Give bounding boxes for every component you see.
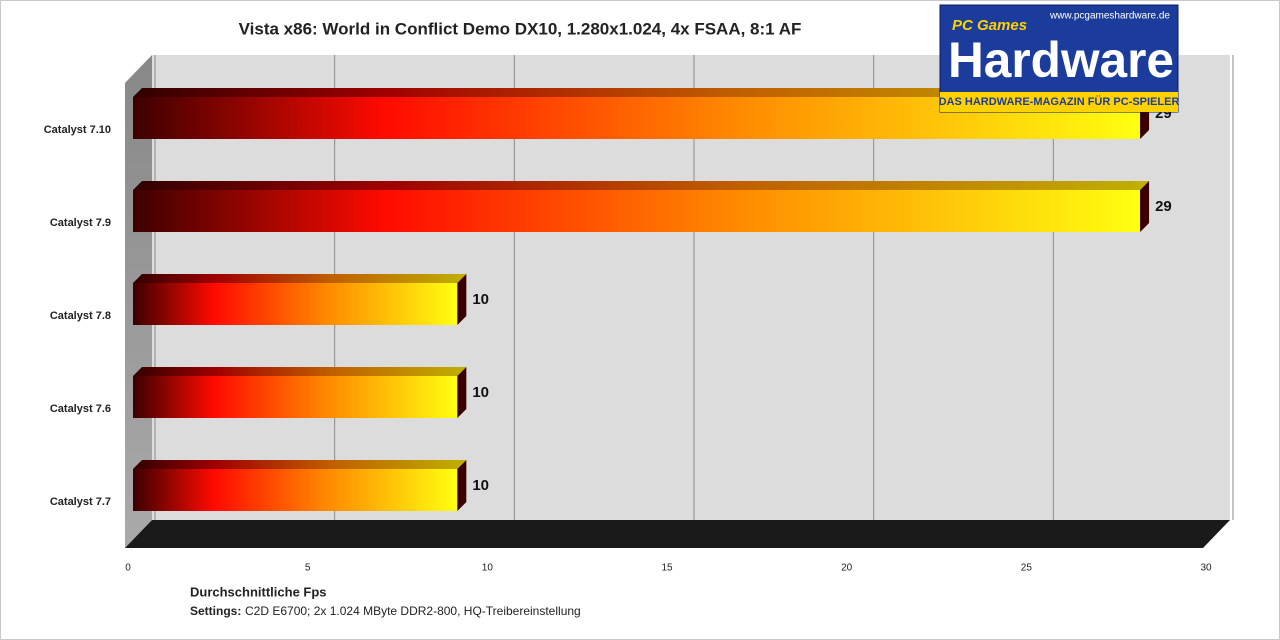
x-tick-label: 30 [1200,563,1212,574]
bar-end [1140,181,1150,232]
y-tick-label: Catalyst 7.6 [50,403,111,415]
y-tick-label: Catalyst 7.7 [50,496,111,508]
bar-end [457,460,467,511]
logo: www.pcgameshardware.de PC Games Hardware… [939,4,1180,113]
note-text: C2D E6700; 2x 1.024 MByte DDR2-800, HQ-T… [245,604,581,618]
logo-name: Hardware [948,32,1174,88]
bar [133,283,458,325]
value-label: 10 [472,477,489,494]
x-axis-label: Durchschnittliche Fps [190,584,327,599]
bar-top [133,88,1150,97]
x-tick-label: 20 [841,563,853,574]
value-label: 29 [1155,198,1172,215]
bar [133,190,1141,232]
y-tick-label: Catalyst 7.9 [50,217,111,229]
value-label: 10 [472,384,489,401]
x-tick-label: 10 [482,563,494,574]
bar-top [133,181,1150,190]
bar [133,376,458,418]
logo-url: www.pcgameshardware.de [1049,11,1170,22]
bar-top [133,367,467,376]
logo-brand: PC Games [952,17,1027,34]
y-tick-label: Catalyst 7.10 [44,124,111,136]
chart-title: Vista x86: World in Conflict Demo DX10, … [239,19,802,38]
bar-end [457,367,467,418]
value-label: 10 [472,291,489,308]
bar-end [457,274,467,325]
bar [133,469,458,511]
x-tick-label: 0 [125,563,131,574]
logo-tagline: DAS HARDWARE-MAGAZIN FÜR PC-SPIELER [939,95,1180,108]
bar-top [133,460,467,469]
note-label: Settings: [190,604,241,618]
x-tick-label: 25 [1021,563,1033,574]
bar-top [133,274,467,283]
y-tick-label: Catalyst 7.8 [50,310,111,322]
x-tick-label: 5 [305,563,311,574]
floor [125,520,1230,548]
x-tick-label: 15 [661,563,673,574]
logo-band [940,92,1178,112]
